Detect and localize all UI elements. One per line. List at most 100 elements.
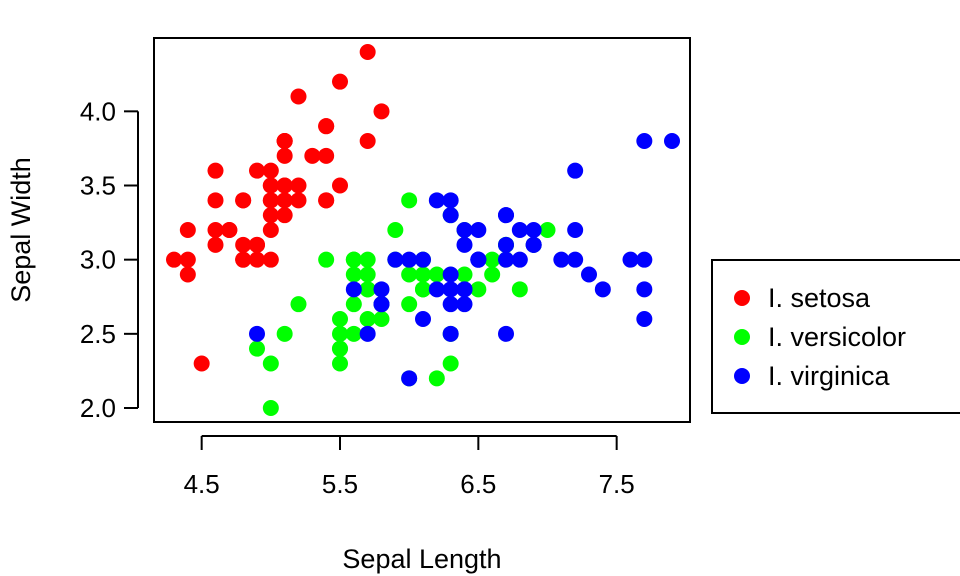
- point-i-versicolor: [359, 311, 376, 327]
- point-i-versicolor: [318, 251, 335, 268]
- legend-marker-i-virginica: [734, 368, 750, 384]
- legend-label-i-versicolor: I. versicolor: [768, 322, 906, 352]
- point-i-setosa: [249, 251, 265, 268]
- point-i-virginica: [636, 251, 653, 268]
- point-i-virginica: [373, 281, 390, 298]
- point-i-versicolor: [428, 370, 445, 387]
- point-i-versicolor: [484, 266, 501, 283]
- point-i-setosa: [179, 251, 196, 268]
- legend-marker-i-versicolor: [734, 329, 750, 345]
- point-i-virginica: [456, 296, 473, 313]
- point-i-versicolor: [470, 281, 487, 298]
- y-tick-label: 2.0: [80, 393, 116, 423]
- point-i-setosa: [290, 177, 307, 194]
- point-i-setosa: [290, 192, 307, 209]
- point-i-versicolor: [484, 251, 501, 268]
- point-i-virginica: [636, 311, 653, 327]
- point-i-setosa: [207, 162, 224, 179]
- point-i-setosa: [249, 162, 265, 179]
- point-i-virginica: [401, 370, 418, 387]
- legend-box: [711, 259, 960, 414]
- point-i-setosa: [304, 147, 321, 164]
- point-i-setosa: [262, 251, 279, 268]
- point-i-setosa: [332, 177, 348, 194]
- point-i-setosa: [262, 222, 279, 238]
- point-i-setosa: [262, 177, 279, 194]
- point-i-setosa: [276, 147, 293, 164]
- point-i-versicolor: [262, 400, 279, 416]
- point-i-virginica: [511, 251, 528, 268]
- point-i-versicolor: [359, 281, 376, 298]
- point-i-virginica: [553, 251, 570, 268]
- point-i-versicolor: [442, 355, 459, 372]
- point-i-virginica: [567, 222, 584, 238]
- data-points: [166, 44, 680, 416]
- point-i-virginica: [387, 251, 404, 268]
- point-i-setosa: [262, 192, 279, 209]
- point-i-setosa: [276, 177, 293, 194]
- point-i-setosa: [290, 88, 307, 105]
- point-i-versicolor: [345, 296, 362, 313]
- point-i-virginica: [428, 192, 445, 209]
- point-i-versicolor: [401, 266, 418, 283]
- y-tick-label: 3.5: [80, 171, 116, 201]
- x-axis-title: Sepal Length: [342, 544, 501, 574]
- point-i-versicolor: [249, 340, 265, 357]
- point-i-virginica: [636, 281, 653, 298]
- point-i-virginica: [442, 281, 459, 298]
- point-i-versicolor: [511, 281, 528, 298]
- plot-frame: [153, 37, 691, 423]
- point-i-virginica: [456, 236, 473, 253]
- point-i-virginica: [345, 281, 362, 298]
- point-i-setosa: [373, 103, 390, 120]
- point-i-virginica: [373, 296, 390, 313]
- point-i-virginica: [442, 207, 459, 224]
- point-i-setosa: [193, 355, 210, 372]
- point-i-setosa: [262, 162, 279, 179]
- legend-marker-i-setosa: [734, 290, 750, 306]
- x-tick-label: 6.5: [460, 469, 496, 499]
- legend: I. setosa I. versicolor I. virginica: [711, 259, 960, 414]
- x-tick-label: 5.5: [322, 469, 358, 499]
- legend-label-i-setosa: I. setosa: [768, 283, 871, 313]
- point-i-virginica: [594, 281, 611, 298]
- point-i-virginica: [442, 192, 459, 209]
- point-i-versicolor: [345, 325, 362, 342]
- legend-label-i-virginica: I. virginica: [768, 361, 891, 391]
- point-i-virginica: [428, 281, 445, 298]
- point-i-virginica: [470, 222, 487, 238]
- x-tick-label: 4.5: [184, 469, 220, 499]
- point-i-virginica: [511, 222, 528, 238]
- point-i-virginica: [664, 133, 680, 149]
- point-i-virginica: [567, 251, 584, 268]
- point-i-versicolor: [359, 266, 376, 283]
- x-tick-label: 7.5: [599, 469, 635, 499]
- point-i-virginica: [442, 325, 459, 342]
- point-i-versicolor: [262, 355, 279, 372]
- point-i-virginica: [442, 296, 459, 313]
- point-i-setosa: [221, 222, 238, 238]
- point-i-versicolor: [332, 340, 348, 357]
- point-i-versicolor: [332, 311, 348, 327]
- point-i-setosa: [332, 73, 348, 90]
- point-i-versicolor: [415, 266, 431, 283]
- point-i-setosa: [276, 133, 293, 149]
- legend-items: I. setosa I. versicolor I. virginica: [734, 283, 906, 391]
- point-i-virginica: [581, 266, 597, 283]
- point-i-versicolor: [456, 266, 473, 283]
- point-i-setosa: [207, 192, 224, 209]
- point-i-setosa: [235, 236, 252, 253]
- point-i-setosa: [207, 222, 224, 238]
- point-i-virginica: [498, 236, 514, 253]
- point-i-versicolor: [428, 266, 445, 283]
- point-i-virginica: [442, 266, 459, 283]
- point-i-virginica: [498, 325, 514, 342]
- point-i-versicolor: [401, 296, 418, 313]
- point-i-virginica: [622, 251, 639, 268]
- point-i-versicolor: [401, 192, 418, 209]
- point-i-versicolor: [332, 355, 348, 372]
- point-i-versicolor: [276, 325, 293, 342]
- point-i-virginica: [249, 325, 265, 342]
- y-tick-label: 2.5: [80, 319, 116, 349]
